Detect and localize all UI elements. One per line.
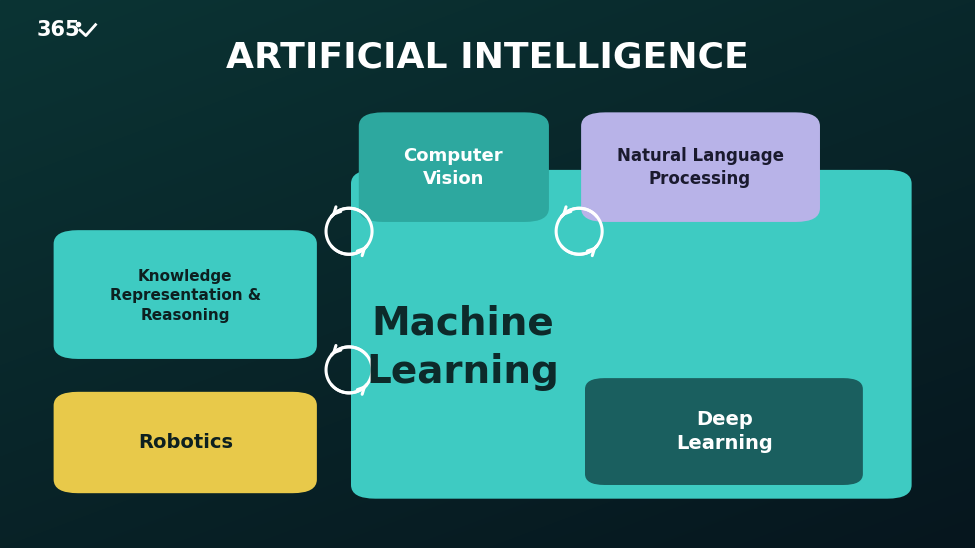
Text: Computer
Vision: Computer Vision [404,147,503,187]
Text: Robotics: Robotics [137,433,233,452]
Text: Natural Language
Processing: Natural Language Processing [616,147,784,187]
Text: Knowledge
Representation &
Reasoning: Knowledge Representation & Reasoning [109,269,261,323]
FancyBboxPatch shape [351,170,912,499]
Text: 365: 365 [37,20,81,40]
Text: Deep
Learning: Deep Learning [676,410,773,453]
Text: Machine
Learning: Machine Learning [367,305,560,391]
FancyBboxPatch shape [359,112,549,222]
FancyBboxPatch shape [54,392,317,493]
FancyBboxPatch shape [54,230,317,359]
FancyBboxPatch shape [585,378,863,485]
FancyBboxPatch shape [581,112,820,222]
Text: ARTIFICIAL INTELLIGENCE: ARTIFICIAL INTELLIGENCE [226,41,749,75]
